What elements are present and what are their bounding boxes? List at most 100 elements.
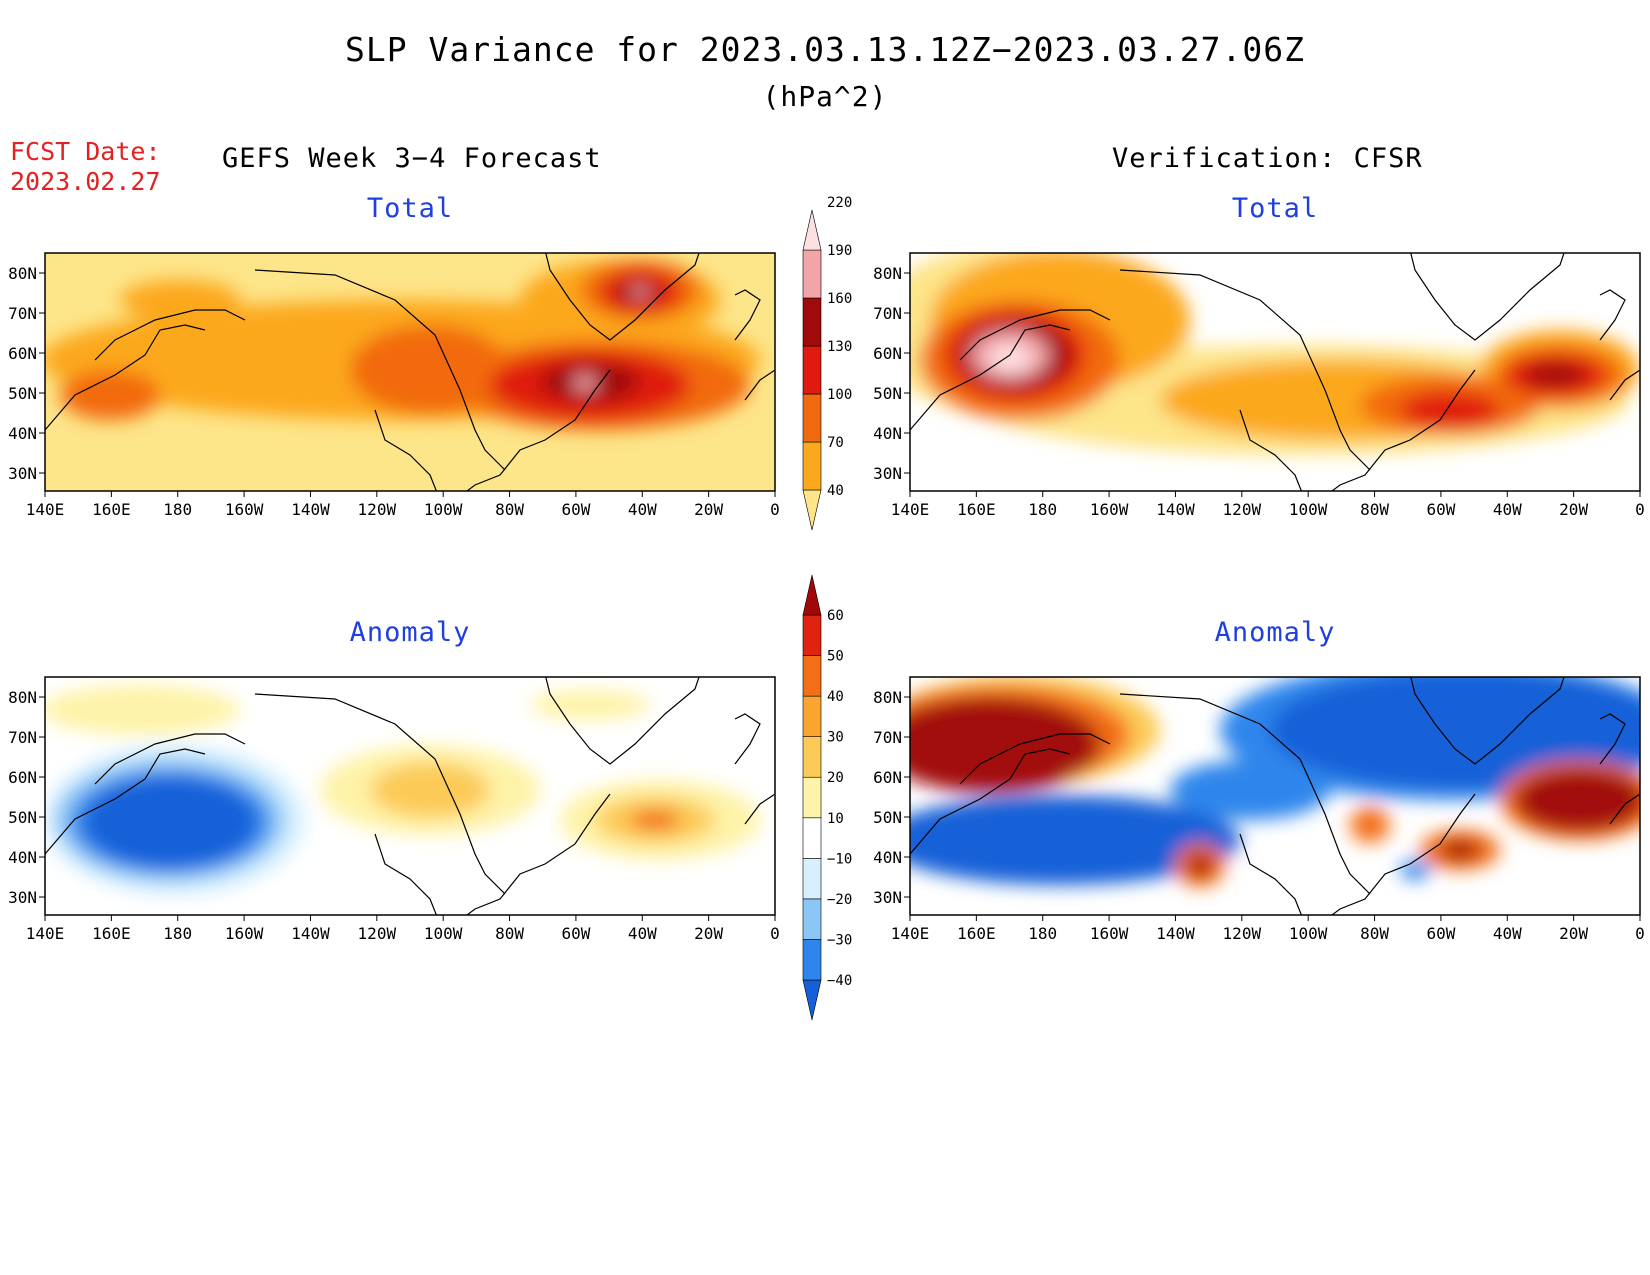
forecast-total-lon-label: 160W (225, 500, 264, 519)
verification-anomaly-lon-label: 0 (1635, 924, 1645, 943)
forecast-anomaly-lat-label: 40N (8, 848, 37, 867)
colorbar-total-level-label: 40 (827, 483, 844, 499)
verification-anomaly-lat-label: 60N (873, 768, 902, 787)
verification-total-lon-label: 140W (1156, 500, 1195, 519)
verification-total-lon-label: 20W (1559, 500, 1588, 519)
verification-total-lon-label: 140E (891, 500, 930, 519)
verification-anomaly-lon-label: 80W (1360, 924, 1389, 943)
forecast-total-map (45, 253, 775, 491)
fcst-date-label: FCST Date: 2023.02.27 (10, 137, 161, 197)
forecast-total-lat-label: 60N (8, 344, 37, 363)
forecast-total-lon-label: 160E (92, 500, 131, 519)
verification-total-lon-label: 80W (1360, 500, 1389, 519)
verification-total-lat-label: 80N (873, 264, 902, 283)
left-column-title: GEFS Week 3−4 Forecast (222, 143, 602, 174)
colorbar-total-level-label: 70 (827, 435, 844, 451)
colorbar-total-level-label: 190 (827, 243, 852, 259)
forecast-total-lat-label: 50N (8, 384, 37, 403)
forecast-anomaly-lon-label: 140E (26, 924, 65, 943)
fcst-date-value: 2023.02.27 (10, 167, 161, 196)
colorbar-anomaly-level-label: 60 (827, 608, 844, 624)
forecast-total-lon-label: 180 (163, 500, 192, 519)
verification-anomaly-lat-label: 50N (873, 808, 902, 827)
forecast-anomaly-lat-label: 60N (8, 768, 37, 787)
verification-anomaly-lon-label: 120W (1223, 924, 1262, 943)
forecast-total-lon-label: 80W (495, 500, 524, 519)
colorbar-anomaly-swatch (802, 858, 822, 900)
verification-total-lon-label: 180 (1028, 500, 1057, 519)
verification-anomaly-lon-label: 180 (1028, 924, 1057, 943)
verification-anomaly-lon-label: 140W (1156, 924, 1195, 943)
verification-total-lat-label: 70N (873, 304, 902, 323)
verification-total-lat-label: 30N (873, 464, 902, 483)
verification-total-label: Total (1231, 193, 1319, 224)
verification-total-lon-label: 40W (1493, 500, 1522, 519)
forecast-anomaly-lat-label: 30N (8, 888, 37, 907)
colorbar-anomaly-level-label: 40 (827, 689, 844, 705)
forecast-anomaly-lon-label: 80W (495, 924, 524, 943)
verification-anomaly-lon-label: 40W (1493, 924, 1522, 943)
forecast-anomaly-lon-label: 180 (163, 924, 192, 943)
forecast-total-lat-label: 70N (8, 304, 37, 323)
colorbar-anomaly-level-label: −30 (827, 932, 852, 948)
forecast-total-lat-label: 40N (8, 424, 37, 443)
forecast-anomaly-lon-label: 120W (358, 924, 397, 943)
colorbar-anomaly-level-label: 50 (827, 649, 844, 665)
forecast-anomaly-lon-label: 160E (92, 924, 131, 943)
verification-total-lon-label: 60W (1426, 500, 1455, 519)
forecast-anomaly-lat-label: 50N (8, 808, 37, 827)
colorbar-total-swatch (802, 489, 822, 531)
colorbar-anomaly-level-label: 10 (827, 811, 844, 827)
forecast-total-label: Total (366, 193, 454, 224)
forecast-anomaly-lat-label: 70N (8, 728, 37, 747)
forecast-anomaly-lat-label: 80N (8, 688, 37, 707)
colorbar-anomaly-level-label: −40 (827, 973, 852, 989)
forecast-total-lat-label: 30N (8, 464, 37, 483)
colorbar-total-level-label: 100 (827, 387, 852, 403)
colorbar-anomaly-level-label: −10 (827, 851, 852, 867)
verification-total-lat-label: 60N (873, 344, 902, 363)
verification-total-lon-label: 0 (1635, 500, 1645, 519)
colorbar-anomaly-swatch (802, 655, 822, 697)
forecast-anomaly-lon-label: 140W (291, 924, 330, 943)
colorbar-anomaly-swatch (802, 736, 822, 778)
forecast-total-lon-label: 120W (358, 500, 397, 519)
verification-anomaly-lat-label: 70N (873, 728, 902, 747)
colorbar-anomaly-swatch (802, 614, 822, 656)
main-units: (hPa^2) (762, 80, 888, 113)
colorbar-anomaly-swatch (802, 574, 822, 616)
fcst-date-caption: FCST Date: (10, 137, 161, 166)
forecast-anomaly-lon-label: 0 (770, 924, 780, 943)
colorbar-anomaly-swatch (802, 695, 822, 737)
colorbar-anomaly: −40 −30 −20 −10 10 20 30 40 50 60 (802, 574, 852, 1021)
forecast-total-lon-label: 140E (26, 500, 65, 519)
forecast-total-lon-label: 140W (291, 500, 330, 519)
colorbar-anomaly-level-label: −20 (827, 892, 852, 908)
colorbar-total-swatch (802, 441, 822, 491)
forecast-total-lon-label: 20W (694, 500, 723, 519)
colorbar-total: 40 70 100 130 160 190 220 (802, 195, 852, 531)
verification-anomaly-label: Anomaly (1214, 617, 1336, 648)
verification-anomaly-lat-label: 40N (873, 848, 902, 867)
verification-total-map (910, 253, 1640, 491)
verification-total-lat-label: 40N (873, 424, 902, 443)
forecast-anomaly-lon-label: 40W (628, 924, 657, 943)
colorbar-anomaly-level-label: 20 (827, 770, 844, 786)
verification-anomaly-lon-label: 160E (957, 924, 996, 943)
verification-anomaly-lon-label: 140E (891, 924, 930, 943)
forecast-anomaly-lon-label: 20W (694, 924, 723, 943)
colorbar-anomaly-swatch (802, 776, 822, 819)
colorbar-total-swatch (802, 345, 822, 395)
colorbar-total-level-label: 160 (827, 291, 852, 307)
forecast-anomaly-lon-label: 100W (424, 924, 463, 943)
verification-total-lon-label: 120W (1223, 500, 1262, 519)
colorbar-total-swatch (802, 209, 822, 251)
right-column-title: Verification: CFSR (1112, 143, 1423, 174)
verification-total-lon-label: 160W (1090, 500, 1129, 519)
verification-total-lat-label: 50N (873, 384, 902, 403)
colorbar-anomaly-level-label: 30 (827, 730, 844, 746)
forecast-anomaly-label: Anomaly (349, 617, 471, 648)
forecast-anomaly-lon-label: 160W (225, 924, 264, 943)
axis-labels: 80N 70N 60N 50N 40N 30N 140E 160E 180 160W 140W 120… (8, 264, 1645, 943)
